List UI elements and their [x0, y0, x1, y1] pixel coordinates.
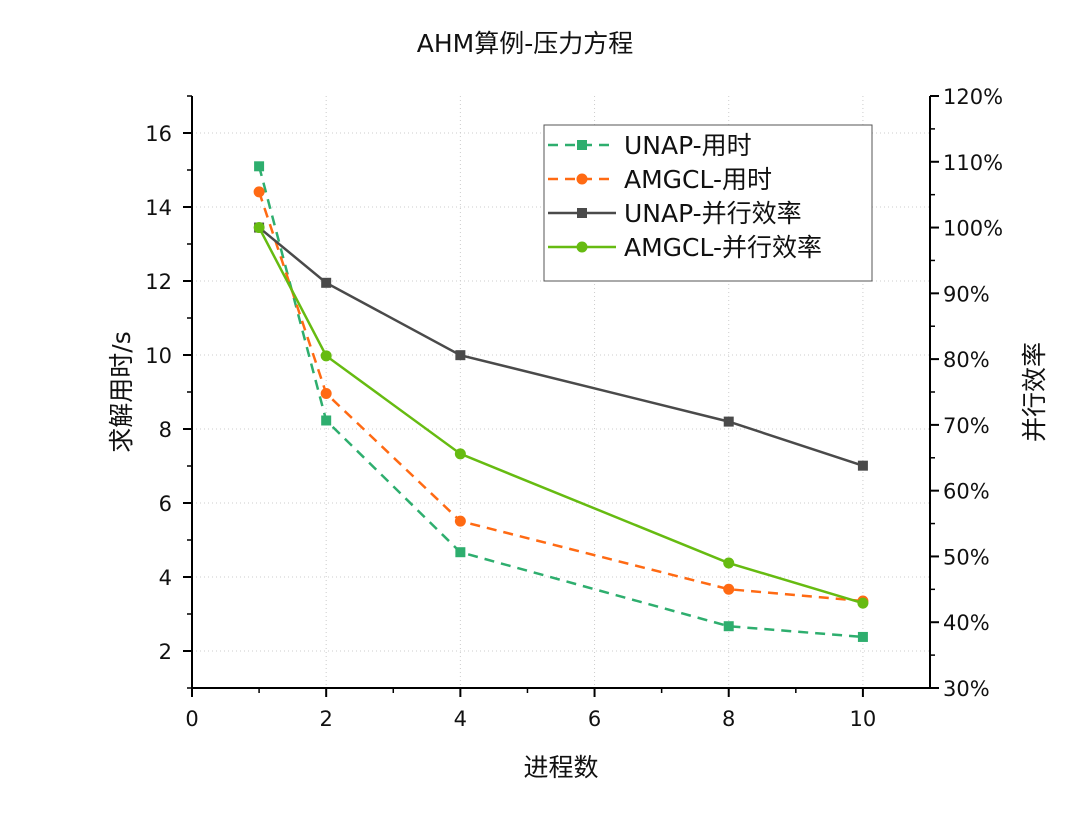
legend-marker [577, 140, 587, 150]
legend-label: UNAP-用时 [624, 131, 752, 160]
data-point-marker [723, 416, 734, 427]
legend-marker [576, 173, 588, 185]
data-point-marker [454, 515, 466, 527]
data-point-marker [320, 387, 332, 399]
y2-tick-label: 90% [943, 282, 990, 306]
x-tick-label: 0 [185, 707, 198, 731]
data-point-marker [455, 350, 466, 361]
y-tick-label: 4 [159, 566, 172, 590]
y-tick-label: 6 [159, 492, 172, 516]
data-point-marker [253, 186, 265, 198]
y-tick-label: 14 [145, 196, 172, 220]
data-point-marker [723, 557, 735, 569]
axes: 0 2 4 6 8 10 2 4 6 8 10 12 14 16 30% 40% 50% 60% 70% 80% 90%… [145, 85, 1003, 731]
y2-tick-label: 40% [943, 611, 990, 635]
data-point-marker [857, 597, 869, 609]
series-group [253, 161, 869, 642]
data-point-marker [723, 583, 735, 595]
y-tick-label: 12 [145, 270, 172, 294]
y-tick-label: 8 [159, 418, 172, 442]
data-point-marker [857, 631, 868, 642]
x-tick-label: 2 [319, 707, 332, 731]
data-point-marker [253, 222, 265, 234]
y2-tick-label: 120% [943, 85, 1003, 109]
y-axis-label: 求解用时/s [107, 331, 136, 452]
y2-tick-label: 60% [943, 480, 990, 504]
x-tick-label: 8 [722, 707, 735, 731]
legend-label: UNAP-并行效率 [624, 199, 802, 228]
legend-marker [577, 208, 587, 218]
legend-label: AMGCL-用时 [624, 165, 772, 194]
data-point-marker [321, 277, 332, 288]
y-tick-label: 10 [145, 344, 172, 368]
legend-box [543, 124, 873, 282]
legend-marker [576, 241, 588, 253]
x-tick-label: 6 [588, 707, 601, 731]
data-point-marker [455, 547, 466, 558]
data-point-marker [857, 460, 868, 471]
y2-tick-label: 30% [943, 677, 990, 701]
x-axis-label: 进程数 [523, 753, 598, 782]
x-tick-label: 4 [454, 707, 467, 731]
y2-tick-label: 70% [943, 414, 990, 438]
y2-axis-label: 并行效率 [1020, 342, 1049, 442]
data-point-marker [254, 161, 265, 172]
y-tick-label: 16 [145, 122, 172, 146]
y-tick-label: 2 [159, 640, 172, 664]
chart-title: AHM算例-压力方程 [417, 29, 634, 58]
y2-tick-label: 100% [943, 217, 1003, 241]
x-tick-label: 10 [850, 707, 877, 731]
y2-tick-label: 50% [943, 545, 990, 569]
legend: UNAP-用时 AMGCL-用时 UNAP-并行效率 AMGCL-并行效率 [543, 124, 873, 282]
data-point-marker [321, 415, 332, 426]
y2-tick-label: 110% [943, 151, 1003, 175]
legend-label: AMGCL-并行效率 [624, 233, 822, 262]
y2-tick-label: 80% [943, 348, 990, 372]
data-point-marker [320, 350, 332, 362]
data-point-marker [723, 621, 734, 632]
data-point-marker [454, 448, 466, 460]
